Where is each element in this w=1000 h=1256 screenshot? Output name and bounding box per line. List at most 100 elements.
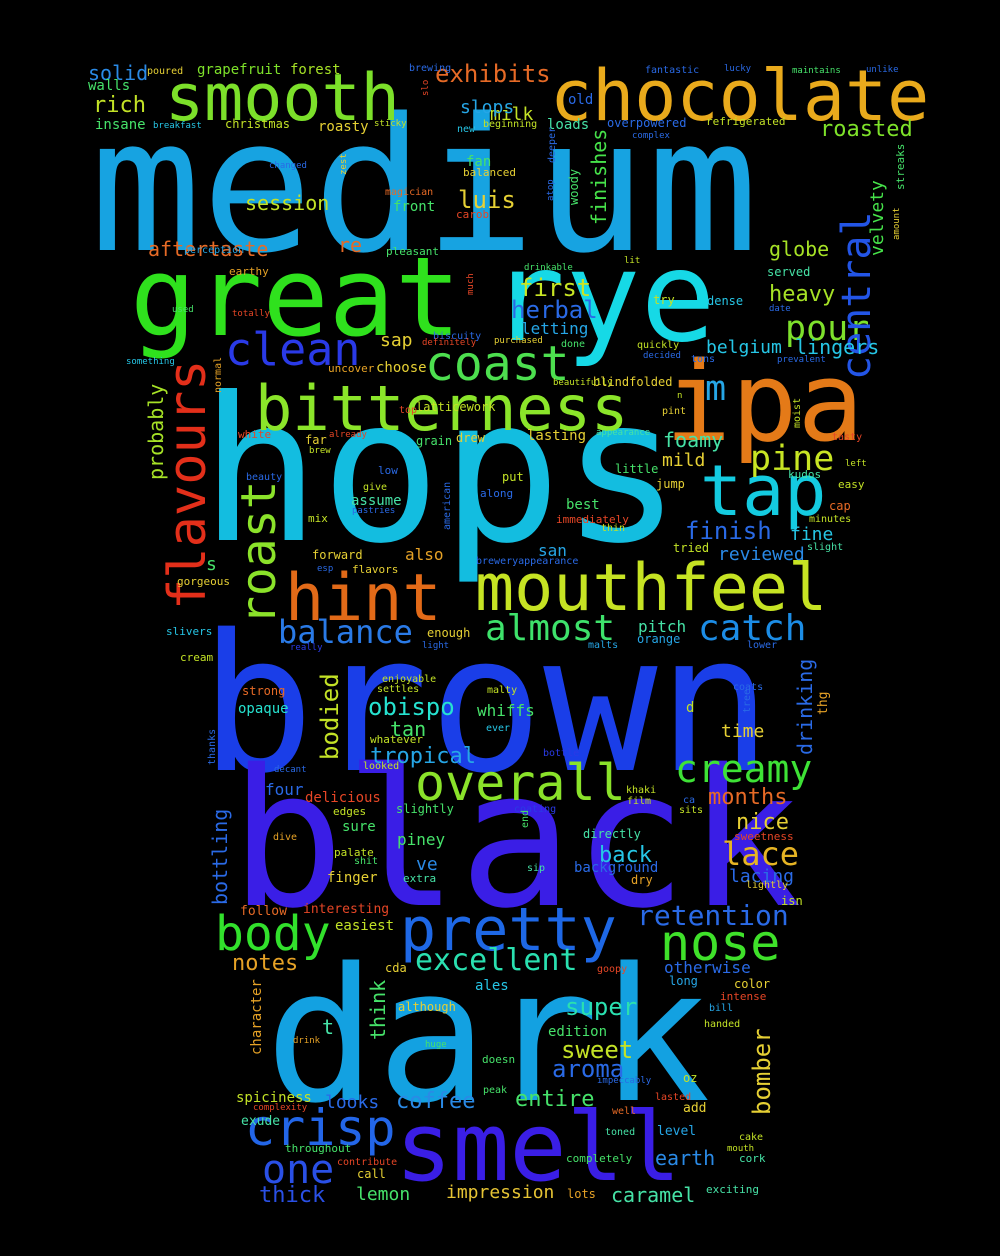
word-enjoyable: enjoyable xyxy=(382,674,436,685)
word-poured: poured xyxy=(147,66,183,77)
word-dark: dark xyxy=(265,928,711,1144)
word-amount: amount xyxy=(892,207,902,240)
word-tropical: tropical xyxy=(370,744,476,769)
word-mild: mild xyxy=(662,450,705,471)
word-bomber: bomber xyxy=(748,1028,776,1115)
word-chocolate: chocolate xyxy=(550,55,929,137)
word-long: long xyxy=(669,974,698,988)
word-decant: decant xyxy=(274,765,307,775)
word-although: although xyxy=(398,1000,456,1014)
word-forward: forward xyxy=(312,548,363,562)
word-lots: lots xyxy=(567,1187,596,1201)
word-served: served xyxy=(767,265,810,279)
word-creamy: creamy xyxy=(675,747,812,791)
word-lingers: lingers xyxy=(795,335,879,359)
word-notes: notes xyxy=(232,951,298,976)
word-quickly: quickly xyxy=(637,340,679,351)
word-ipa: ipa xyxy=(665,338,864,466)
word-lasted: lasted xyxy=(655,1092,691,1103)
word-luis: luis xyxy=(458,186,516,214)
word-san: san xyxy=(538,541,567,560)
word-coating: coating xyxy=(514,804,556,815)
word-probably: probably xyxy=(144,384,168,480)
word-call: call xyxy=(357,1167,386,1181)
word-looked: looked xyxy=(363,761,399,772)
word-sure: sure xyxy=(342,819,376,835)
word-whiffs: whiffs xyxy=(477,701,535,720)
word-slo: slo xyxy=(421,80,431,96)
word-impression: impression xyxy=(446,1182,554,1203)
word-extra: extra xyxy=(403,872,436,885)
word-brew: brew xyxy=(309,446,331,456)
word-walls: walls xyxy=(88,78,130,94)
word-crisp: crisp xyxy=(245,1099,396,1157)
word-appearance: appearance xyxy=(596,428,650,438)
word-pleasant: pleasant xyxy=(386,245,439,258)
word-done: done xyxy=(561,339,585,350)
word-flavours: flavours xyxy=(158,360,218,610)
word-thick: thick xyxy=(259,1183,325,1208)
word-roasty: roasty xyxy=(318,119,369,135)
word-completely: completely xyxy=(566,1152,633,1165)
word-also: also xyxy=(405,545,444,564)
word-cda: cda xyxy=(385,961,407,975)
word-brown: brown xyxy=(200,594,772,815)
word-black: black xyxy=(230,729,802,950)
word-lower: lower xyxy=(747,640,777,651)
word-woody: woody xyxy=(567,169,581,205)
word-grapefruit: grapefruit xyxy=(197,62,281,78)
word-think: think xyxy=(366,980,390,1040)
word-bill: bill xyxy=(709,1003,733,1014)
word-bodied: bodied xyxy=(316,673,344,760)
word-exude: exude xyxy=(241,1114,280,1129)
word-coats: coats xyxy=(733,682,763,693)
word-new: new xyxy=(457,124,476,135)
word-orange: orange xyxy=(637,632,680,646)
word-lacing: lacing xyxy=(729,866,794,887)
word-malts: malts xyxy=(588,640,618,651)
word-drinkable: drinkable xyxy=(524,263,573,273)
word-deeper: deeper xyxy=(547,127,558,163)
word-handed: handed xyxy=(704,1019,740,1030)
word-maintains: maintains xyxy=(792,66,841,76)
word-coffee: coffee xyxy=(396,1089,475,1114)
word-d: d xyxy=(686,700,694,716)
word-loads: loads xyxy=(547,117,589,133)
word-slightly: slightly xyxy=(396,802,454,816)
word-roast: roast xyxy=(231,481,287,626)
word-n: n xyxy=(677,391,682,401)
word-intense: intense xyxy=(720,990,766,1003)
word-slight: slight xyxy=(807,542,843,553)
word-fine: fine xyxy=(790,524,833,545)
word-sweetness: sweetness xyxy=(734,830,794,843)
word-forest: forest xyxy=(290,62,341,78)
word-super: super xyxy=(565,993,637,1021)
word-settles: settles xyxy=(377,684,419,695)
word-immediately: immediately xyxy=(556,513,629,526)
word-coast: coast xyxy=(425,336,570,392)
word-exciting: exciting xyxy=(706,1183,759,1196)
word-tan: tan xyxy=(390,717,426,741)
word-breakfast: breakfast xyxy=(153,121,202,131)
word-beauty: beauty xyxy=(246,472,282,483)
word-overpowered: overpowered xyxy=(607,116,686,130)
word-tons: tons xyxy=(691,354,715,365)
word-ve: ve xyxy=(416,854,438,875)
word-light: light xyxy=(422,641,449,651)
word-gorgeous: gorgeous xyxy=(177,575,230,588)
word-caramel: caramel xyxy=(611,1183,695,1207)
word-edition: edition xyxy=(548,1024,607,1040)
word-pretty: pretty xyxy=(400,895,617,965)
word-beginning: beginning xyxy=(483,119,537,130)
word-earthy: earthy xyxy=(229,265,269,278)
word-easiest: easiest xyxy=(335,918,394,934)
word-huge: huge xyxy=(425,1040,447,1050)
word-entire: entire xyxy=(515,1087,594,1112)
word-level: level xyxy=(657,1124,696,1139)
word-retention: retention xyxy=(637,899,789,932)
word-directly: directly xyxy=(583,827,641,841)
word-hops: hops xyxy=(200,355,682,588)
word-central: central xyxy=(834,211,880,380)
word-clean: clean xyxy=(225,323,360,376)
word-strong: strong xyxy=(242,684,285,698)
